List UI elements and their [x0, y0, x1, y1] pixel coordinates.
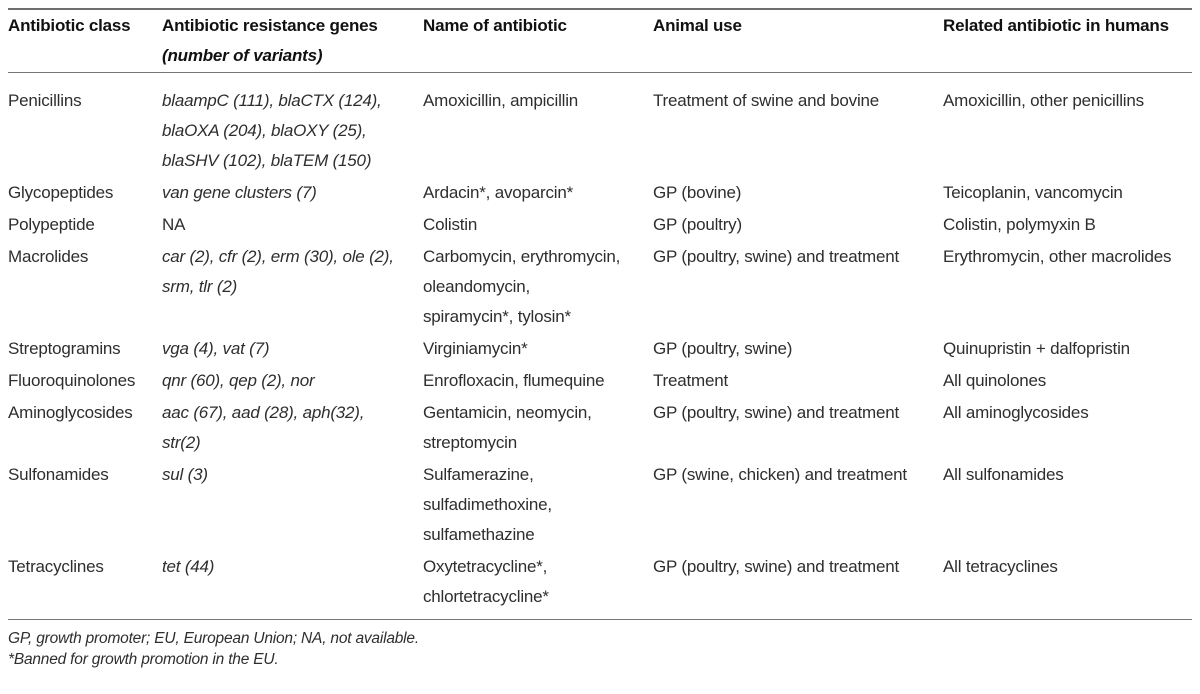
cell-antibiotic-name: Carbomycin, erythromycin, oleandomycin, … — [423, 247, 621, 326]
cell-resistance-genes: aac (67), aad (28), aph(32), str(2) — [162, 403, 365, 452]
column-header-animal-use: Animal use — [653, 9, 943, 73]
cell-resistance-genes: NA — [162, 215, 186, 234]
cell-related-human: All aminoglycosides — [943, 403, 1089, 422]
cell-animal-use: GP (poultry, swine) and treatment — [653, 247, 899, 266]
cell-antibiotic-name: Sulfamerazine, sulfadimethoxine, sulfame… — [423, 465, 552, 544]
table-row-polypeptide: Polypeptide NA Colistin GP (poultry) Col… — [8, 209, 1192, 241]
cell-related-human: Amoxicillin, other penicillins — [943, 91, 1144, 110]
footnote-asterisk: *Banned for growth promotion in the EU. — [8, 651, 279, 668]
cell-antibiotic-class: Aminoglycosides — [8, 403, 133, 422]
table-footnotes: GP, growth promoter; EU, European Union;… — [8, 620, 1192, 670]
cell-animal-use: GP (poultry) — [653, 215, 742, 234]
antibiotic-resistance-table: Antibiotic class Antibiotic resistance g… — [8, 8, 1192, 670]
cell-animal-use: Treatment of swine and bovine — [653, 91, 880, 110]
cell-antibiotic-name: Gentamicin, neomycin, streptomycin — [423, 403, 592, 452]
cell-animal-use: Treatment — [653, 371, 729, 390]
cell-antibiotic-class: Fluoroquinolones — [8, 371, 136, 390]
cell-related-human: Quinupristin + dalfopristin — [943, 339, 1130, 358]
cell-related-human: Colistin, polymyxin B — [943, 215, 1096, 234]
header-sublabel: (number of variants) — [162, 46, 323, 65]
header-label: Antibiotic resistance genes — [162, 16, 378, 35]
table-row-glycopeptides: Glycopeptides van gene clusters (7) Arda… — [8, 177, 1192, 209]
cell-antibiotic-name: Enrofloxacin, flumequine — [423, 371, 605, 390]
cell-antibiotic-name: Colistin — [423, 215, 478, 234]
cell-animal-use: GP (bovine) — [653, 183, 742, 202]
header-row: Antibiotic class Antibiotic resistance g… — [8, 9, 1192, 73]
table-row-penicillins: Penicillins blaampC (111), blaCTX (124),… — [8, 73, 1192, 178]
header-label: Antibiotic class — [8, 16, 131, 35]
column-header-antibiotic-class: Antibiotic class — [8, 9, 162, 73]
cell-antibiotic-class: Sulfonamides — [8, 465, 109, 484]
cell-antibiotic-name: Amoxicillin, ampicillin — [423, 91, 579, 110]
cell-antibiotic-name: Ardacin*, avoparcin* — [423, 183, 574, 202]
cell-related-human: All quinolones — [943, 371, 1047, 390]
column-header-resistance-genes: Antibiotic resistance genes (number of v… — [162, 9, 423, 73]
cell-resistance-genes: blaampC (111), blaCTX (124), blaOXA (204… — [162, 91, 382, 170]
table-row-sulfonamides: Sulfonamides sul (3) Sulfamerazine, sulf… — [8, 459, 1192, 551]
header-label: Related antibiotic in humans — [943, 16, 1169, 35]
cell-related-human: All tetracyclines — [943, 557, 1058, 576]
column-header-antibiotic-name: Name of antibiotic — [423, 9, 653, 73]
cell-antibiotic-class: Penicillins — [8, 91, 82, 110]
header-label: Name of antibiotic — [423, 16, 567, 35]
cell-animal-use: GP (poultry, swine) and treatment — [653, 403, 899, 422]
table-body: Penicillins blaampC (111), blaCTX (124),… — [8, 73, 1192, 620]
table-row-fluoroquinolones: Fluoroquinolones qnr (60), qep (2), nor … — [8, 365, 1192, 397]
cell-antibiotic-name: Oxytetracycline*, chlortetracycline* — [423, 557, 549, 606]
cell-antibiotic-class: Macrolides — [8, 247, 89, 266]
cell-antibiotic-class: Glycopeptides — [8, 183, 114, 202]
cell-related-human: All sulfonamides — [943, 465, 1064, 484]
cell-antibiotic-class: Streptogramins — [8, 339, 121, 358]
cell-resistance-genes: vga (4), vat (7) — [162, 339, 270, 358]
cell-resistance-genes: car (2), cfr (2), erm (30), ole (2), srm… — [162, 247, 394, 296]
table-row-macrolides: Macrolides car (2), cfr (2), erm (30), o… — [8, 241, 1192, 333]
cell-resistance-genes: tet (44) — [162, 557, 215, 576]
cell-related-human: Teicoplanin, vancomycin — [943, 183, 1123, 202]
cell-animal-use: GP (swine, chicken) and treatment — [653, 465, 907, 484]
cell-animal-use: GP (poultry, swine) — [653, 339, 793, 358]
cell-antibiotic-class: Tetracyclines — [8, 557, 104, 576]
data-table: Antibiotic class Antibiotic resistance g… — [8, 8, 1192, 620]
table-row-aminoglycosides: Aminoglycosides aac (67), aad (28), aph(… — [8, 397, 1192, 459]
cell-resistance-genes: van gene clusters (7) — [162, 183, 317, 202]
cell-resistance-genes: sul (3) — [162, 465, 208, 484]
cell-antibiotic-class: Polypeptide — [8, 215, 95, 234]
header-label: Animal use — [653, 16, 742, 35]
table-header: Antibiotic class Antibiotic resistance g… — [8, 9, 1192, 73]
cell-resistance-genes: qnr (60), qep (2), nor — [162, 371, 315, 390]
cell-related-human: Erythromycin, other macrolides — [943, 247, 1172, 266]
cell-animal-use: GP (poultry, swine) and treatment — [653, 557, 899, 576]
column-header-related-human: Related antibiotic in humans — [943, 9, 1192, 73]
table-row-streptogramins: Streptogramins vga (4), vat (7) Virginia… — [8, 333, 1192, 365]
cell-antibiotic-name: Virginiamycin* — [423, 339, 528, 358]
footnote-abbreviations: GP, growth promoter; EU, European Union;… — [8, 630, 419, 647]
table-row-tetracyclines: Tetracyclines tet (44) Oxytetracycline*,… — [8, 551, 1192, 620]
